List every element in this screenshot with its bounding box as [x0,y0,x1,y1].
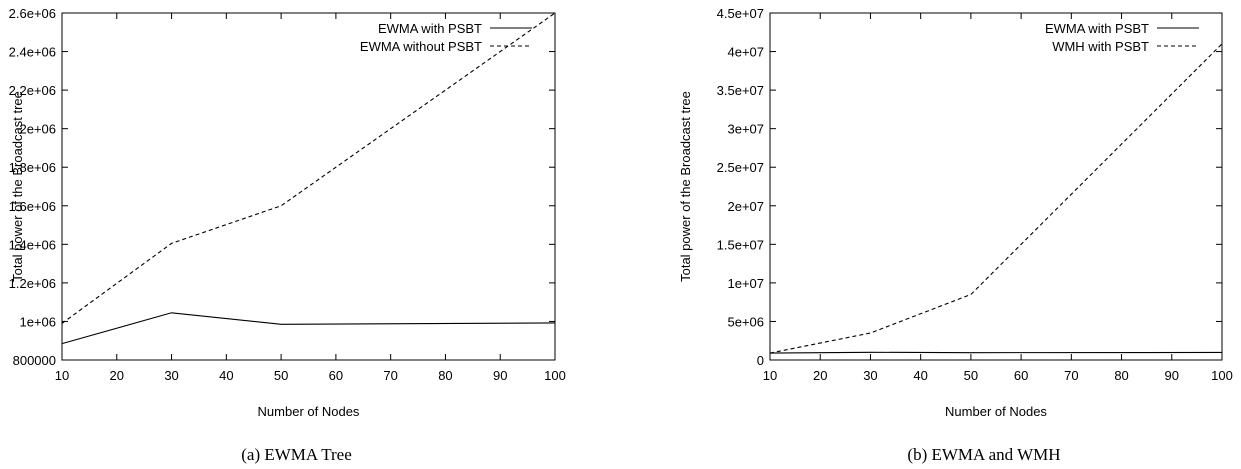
series-line-1 [61,312,556,345]
y-tick-label: 1.6e+06 [9,199,56,214]
legend-label: EWMA with PSBT [1045,21,1149,36]
plot-frame [61,12,556,361]
series-line-1 [769,351,1223,354]
x-tick-label: 60 [329,368,343,383]
x-tick-label: 90 [493,368,507,383]
x-tick-label: 30 [164,368,178,383]
y-tick-label: 0 [757,353,764,368]
x-tick-label: 80 [1114,368,1128,383]
x-tick-label: 100 [1211,368,1233,383]
x-tick-label: 10 [55,368,69,383]
y-tick-label: 5e+06 [727,314,764,329]
x-tick-label: 20 [813,368,827,383]
y-tick-label: 2.2e+06 [9,83,56,98]
y-tick-label: 2.4e+06 [9,45,56,60]
y-tick-label: 800000 [13,353,56,368]
x-tick-label: 80 [438,368,452,383]
x-tick-label: 40 [913,368,927,383]
y-tick-label: 1.8e+06 [9,160,56,175]
series-line-2 [61,12,556,324]
legend-label: WMH with PSBT [1052,39,1149,54]
y-tick-label: 1.2e+06 [9,276,56,291]
x-tick-label: 60 [1014,368,1028,383]
y-axis-title: Total power of the Broadcast tree [678,91,693,282]
x-tick-label: 70 [1064,368,1078,383]
y-tick-label: 2e+07 [727,199,764,214]
legend-label: EWMA with PSBT [378,21,482,36]
figure-caption: (a) EWMA Tree [241,445,351,464]
x-tick-label: 20 [110,368,124,383]
y-axis-title: Total power of the Broadcast tree [10,91,25,282]
y-tick-label: 2.6e+06 [9,6,56,21]
y-tick-label: 1.4e+06 [9,237,56,252]
x-tick-label: 50 [274,368,288,383]
y-tick-label: 1.5e+07 [717,237,764,252]
y-tick-label: 2.5e+07 [717,160,764,175]
chart-panel-2: 10 20 30 40 50 60 70 80 90 100 0 5e+06 1e+07 1.5e+07 2… [678,6,1233,464]
series-line-2 [769,43,1223,354]
legend-label: EWMA without PSBT [360,39,482,54]
x-tick-label: 10 [763,368,777,383]
figure-caption: (b) EWMA and WMH [907,445,1060,464]
chart-panel-1: 10 20 30 40 50 60 70 80 90 100 800000 1e+06 1.2e+06 1… [9,6,566,464]
x-tick-label: 90 [1165,368,1179,383]
plot-frame [769,12,1223,361]
y-tick-label: 3.5e+07 [717,83,764,98]
x-tick-label: 70 [383,368,397,383]
y-tick-label: 4.5e+07 [717,6,764,21]
x-tick-label: 30 [863,368,877,383]
y-tick-label: 3e+07 [727,122,764,137]
y-tick-label: 1e+07 [727,276,764,291]
x-tick-label: 50 [964,368,978,383]
x-tick-label: 40 [219,368,233,383]
y-tick-label: 4e+07 [727,45,764,60]
y-tick-label: 2e+06 [19,122,56,137]
x-axis-title: Number of Nodes [258,404,360,419]
x-axis-title: Number of Nodes [945,404,1047,419]
y-tick-label: 1e+06 [19,314,56,329]
x-tick-label: 100 [544,368,566,383]
